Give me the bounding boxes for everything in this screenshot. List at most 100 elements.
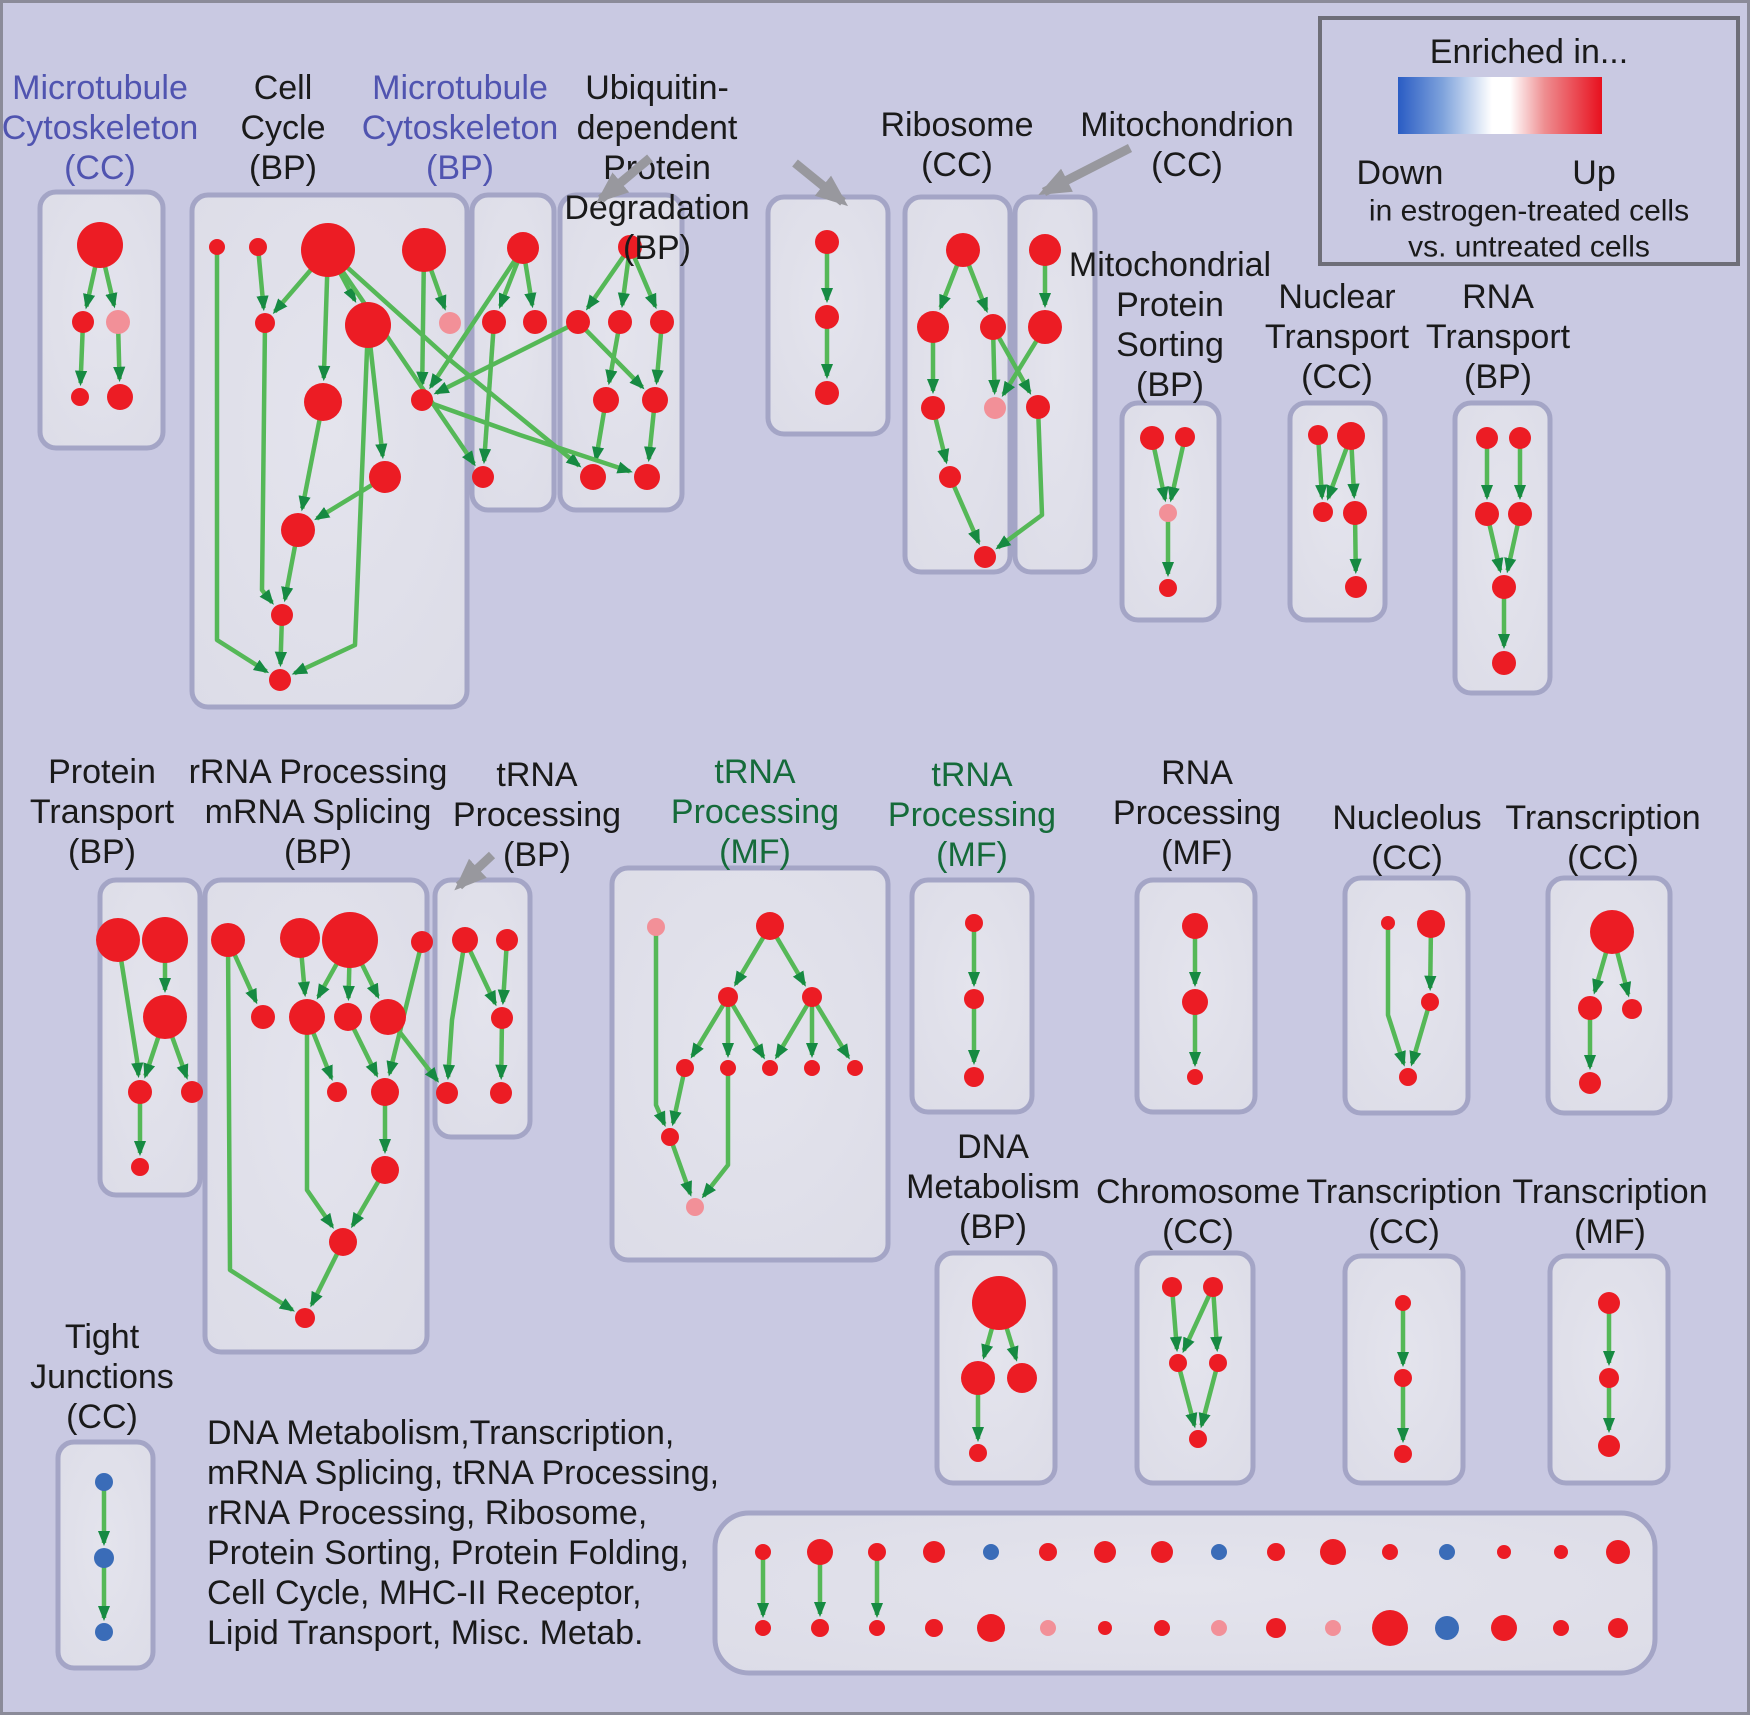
gene-node-trmf-n1 <box>1598 1292 1620 1314</box>
gene-node-rrna-c <box>322 912 378 968</box>
gene-node-rrna-h <box>370 999 406 1035</box>
gene-node-mps-tl <box>1140 426 1164 450</box>
gene-node-miscbox-b13 <box>1435 1616 1459 1640</box>
cluster-label-mitochondrion-cc: Mitochondrion (CC) <box>1080 106 1294 184</box>
gene-node-rib-t <box>946 233 980 267</box>
gene-node-tj-n1 <box>95 1473 113 1491</box>
gene-node-mtbp-b <box>472 466 494 488</box>
legend-gradient-bar <box>1398 77 1602 134</box>
gene-node-trcc2-n3 <box>1394 1445 1412 1463</box>
gene-node-pt-t2 <box>142 917 188 963</box>
gene-node-cc-f <box>345 302 391 348</box>
cluster-label-trna-processing-mf-2: tRNA Processing (MF) <box>888 756 1056 874</box>
legend-subtitle-line1: in estrogen-treated cells <box>1369 195 1689 228</box>
legend-up-label: Up <box>1572 154 1615 192</box>
cluster-label-ribosome-cc: Ribosome (CC) <box>880 106 1033 184</box>
gene-node-trmf-n2 <box>1599 1368 1619 1388</box>
gene-node-mtbp-rm <box>523 310 547 334</box>
cluster-label-transcription-mf: Transcription (MF) <box>1512 1173 1707 1251</box>
gene-node-rnat-tr <box>1509 427 1531 449</box>
gene-node-ubiq-m1 <box>566 310 590 334</box>
mitochondrion-label-arrow <box>1038 143 1133 197</box>
gene-node-trnabp-mid <box>491 1007 513 1029</box>
legend-down-label: Down <box>1357 154 1444 192</box>
gene-node-chrom-tr <box>1203 1277 1223 1297</box>
gene-node-rrna-b <box>280 918 320 958</box>
gene-node-cc-a <box>209 239 225 255</box>
gene-node-trnamf1-low <box>661 1128 679 1146</box>
gene-node-trnamf1-c2 <box>720 1060 736 1076</box>
gene-node-miscbox-t6 <box>1039 1543 1057 1561</box>
gene-node-miscbox-t4 <box>923 1541 945 1563</box>
gene-node-mps-tr <box>1175 427 1195 447</box>
gene-node-trnabp-tl <box>452 927 478 953</box>
gene-node-miscbox-t1 <box>755 1544 771 1560</box>
gene-node-rrna-e <box>251 1005 275 1029</box>
gene-node-rnamf-n1 <box>1182 913 1208 939</box>
gene-node-mito-n3 <box>1026 395 1050 419</box>
cluster-label-chromosome-cc: Chromosome (CC) <box>1096 1173 1300 1251</box>
gene-node-trnamf1-c1 <box>676 1059 694 1077</box>
cluster-label-mitochondrial-protein-sorting-bp: Mitochondrial Protein Sorting (BP) <box>1069 246 1271 404</box>
edge-cross-mtbp.t-cc.g <box>428 246 525 390</box>
cluster-label-ubiquitin-dependent-protein-degradation-bp: Ubiquitin-dependent Protein Degradation (BP… <box>564 69 749 267</box>
gene-node-miscbox-t14 <box>1497 1545 1511 1559</box>
gene-node-cc-b <box>249 238 267 256</box>
gene-node-mtcc-l <box>72 311 94 333</box>
edge-chrom-mr-b <box>1198 1362 1221 1429</box>
gene-node-mtcc-p <box>106 310 130 334</box>
edge-rrna-a-m <box>225 939 295 1312</box>
gene-node-ubiq2-n1 <box>815 230 839 254</box>
edge-cc-e-k <box>259 322 274 605</box>
edge-cc-f-l <box>291 324 371 676</box>
gene-node-rrna-l <box>329 1228 357 1256</box>
gene-node-rib-ll <box>921 396 945 420</box>
gene-node-miscbox-b10 <box>1266 1618 1286 1638</box>
gene-node-ubiq2-n3 <box>815 381 839 405</box>
edge-chrom-tr-ml <box>1181 1286 1216 1354</box>
cluster-box-miscbox <box>712 1510 1658 1676</box>
gene-node-rrna-g <box>334 1003 362 1031</box>
gene-node-ubiq-t <box>618 235 642 259</box>
edge-chrom-tr-mr <box>1210 1286 1223 1353</box>
gene-node-mito-m <box>1028 310 1062 344</box>
gene-node-trnabp-tr <box>496 929 518 951</box>
edge-cross-mito.n3-rib.b <box>995 406 1045 550</box>
gene-node-mtcc-br <box>107 384 133 410</box>
cluster-box-nucl <box>1342 875 1471 1116</box>
gene-node-cc-k <box>271 604 293 626</box>
gene-node-mito-t <box>1029 234 1061 266</box>
gene-node-mtbp-t <box>507 232 539 264</box>
edge-nucl-mr-b <box>1409 1001 1433 1067</box>
gene-node-nucl-b <box>1399 1068 1417 1086</box>
gene-node-miscbox-t15 <box>1554 1545 1568 1559</box>
gene-node-miscbox-t12 <box>1382 1544 1398 1560</box>
gene-node-dnam-ml <box>961 1361 995 1395</box>
gene-node-nucl-mr <box>1421 993 1439 1011</box>
gene-node-miscbox-b2 <box>811 1619 829 1637</box>
gene-node-chrom-mr <box>1209 1354 1227 1372</box>
cluster-label-cell-cycle-bp: Cell Cycle (BP) <box>240 69 325 187</box>
edge-trnamf1-mr-c3 <box>774 995 814 1060</box>
gene-node-rnat-b <box>1492 651 1516 675</box>
gene-node-cc-e <box>255 313 275 333</box>
edge-trnamf1-mr-c5 <box>810 995 851 1060</box>
gene-node-miscbox-b7 <box>1098 1621 1112 1635</box>
gene-node-cc-d <box>402 228 446 272</box>
gene-node-miscbox-b12 <box>1372 1610 1408 1646</box>
gene-node-dnam-t <box>972 1276 1026 1330</box>
gene-node-miscbox-b3 <box>869 1620 885 1636</box>
legend-subtitle-line2: vs. untreated cells <box>1408 231 1650 264</box>
gene-node-miscbox-b6 <box>1040 1620 1056 1636</box>
cluster-box-chrom <box>1134 1250 1256 1486</box>
cluster-label-transcription-cc-2: Transcription (CC) <box>1306 1173 1501 1251</box>
gene-node-ubiq2-n2 <box>815 305 839 329</box>
gene-node-ubiq-r1 <box>593 387 619 413</box>
gene-node-miscbox-b11 <box>1325 1620 1341 1636</box>
ubiquitin-label-arrow-right <box>792 159 849 207</box>
gene-node-trnabp-br <box>490 1082 512 1104</box>
gene-node-miscbox-b1 <box>755 1620 771 1636</box>
gene-node-rrna-d <box>411 931 433 953</box>
gene-node-rrna-m <box>295 1308 315 1328</box>
